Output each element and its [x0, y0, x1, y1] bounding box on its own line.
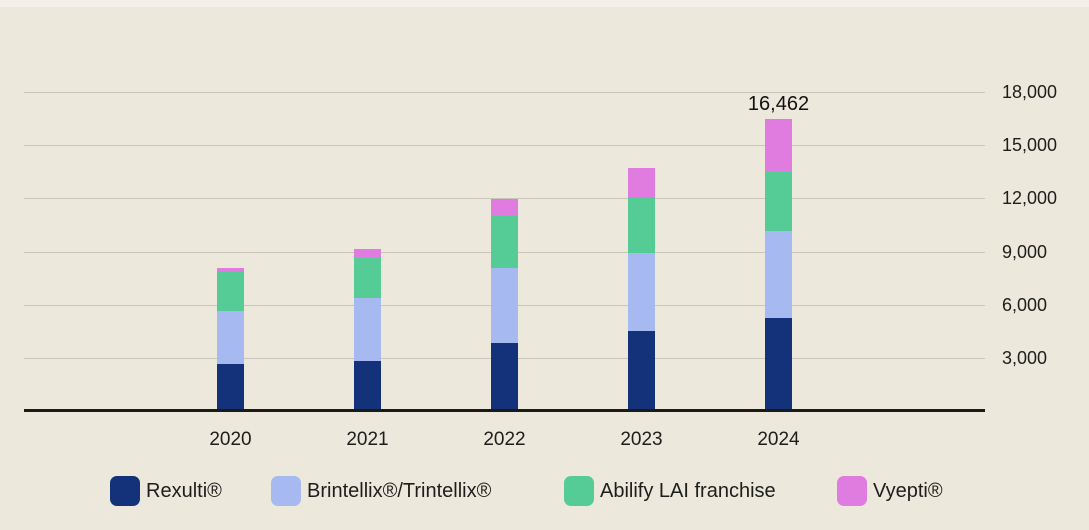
bar-2023 — [628, 168, 655, 411]
bar-segment-2021-rexulti — [354, 361, 381, 411]
bar-segment-2023-abilify-lai-franchise — [628, 197, 655, 254]
legend-swatch-brintellix-trintellix — [271, 476, 301, 506]
y-tick-label-18000: 18,000 — [1002, 82, 1058, 102]
bar-segment-2024-abilify-lai-franchise — [765, 171, 792, 231]
x-tick-label-2022: 2022 — [483, 429, 526, 450]
x-axis-line — [24, 409, 985, 412]
bar-segment-2020-rexulti — [217, 364, 244, 411]
y-tick-label-6000: 6,000 — [1002, 294, 1048, 315]
bar-2020 — [217, 268, 244, 411]
legend-swatch-rexulti — [110, 476, 140, 506]
top-strip — [0, 0, 1089, 7]
y-tick-label-3000: 3,000 — [1002, 347, 1048, 368]
bar-segment-2022-rexulti — [491, 342, 518, 411]
legend-label-brintellix-trintellix: Brintellix®/Trintellix® — [307, 480, 492, 502]
bar-segment-2022-abilify-lai-franchise — [491, 216, 518, 269]
bar-segment-2024-rexulti — [765, 318, 792, 411]
gridline-18000 — [24, 92, 985, 93]
x-tick-label-2024: 2024 — [757, 429, 800, 450]
bar-segment-2023-vyepti — [628, 168, 655, 198]
legend-label-abilify-lai-franchise: Abilify LAI franchise — [600, 480, 776, 502]
bar-segment-2024-vyepti — [765, 119, 792, 172]
x-tick-label-2020: 2020 — [209, 429, 252, 450]
bar-segment-2020-brintellix-trintellix — [217, 310, 244, 365]
bar-2024 — [765, 119, 792, 411]
y-tick-label-15000: 15,000 — [1002, 135, 1058, 156]
bar-segment-2023-brintellix-trintellix — [628, 253, 655, 332]
bar-2022 — [491, 199, 518, 411]
plot-area — [24, 92, 985, 412]
legend-label-rexulti: Rexulti® — [146, 480, 222, 502]
legend-label-vyepti: Vyepti® — [873, 480, 943, 502]
bar-segment-2022-vyepti — [491, 199, 518, 217]
bar-segment-2020-abilify-lai-franchise — [217, 271, 244, 311]
legend-swatch-abilify-lai-franchise — [564, 476, 594, 506]
bar-segment-2023-rexulti — [628, 331, 655, 411]
data-label-2024-total: 16,462 — [747, 93, 810, 116]
y-tick-label-12000: 12,000 — [1002, 188, 1058, 209]
gridline-15000 — [24, 145, 985, 147]
bar-segment-2020-vyepti — [217, 268, 244, 271]
bar-segment-2021-vyepti — [354, 248, 381, 258]
bar-segment-2021-brintellix-trintellix — [354, 297, 381, 362]
y-tick-label-9000: 9,000 — [1002, 241, 1048, 262]
x-tick-label-2023: 2023 — [620, 429, 663, 450]
legend: Rexulti® Brintellix®/Trintellix® Abilify… — [0, 476, 1089, 508]
legend-swatch-vyepti — [837, 476, 867, 506]
gridline-12000 — [24, 198, 985, 200]
x-tick-label-2021: 2021 — [346, 429, 389, 450]
bar-segment-2024-brintellix-trintellix — [765, 230, 792, 319]
bar-segment-2021-abilify-lai-franchise — [354, 257, 381, 298]
bar-2021 — [354, 248, 381, 411]
bar-segment-2022-brintellix-trintellix — [491, 268, 518, 343]
